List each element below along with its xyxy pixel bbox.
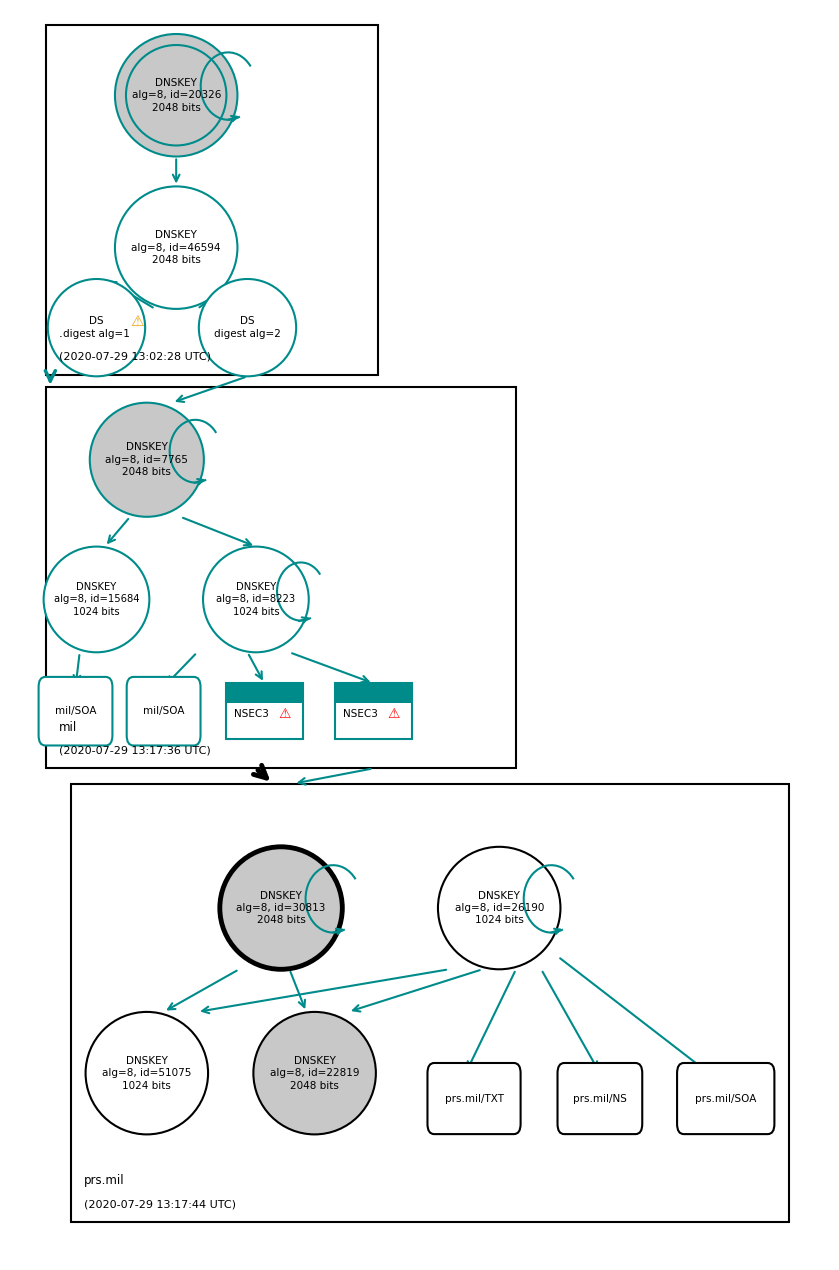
Text: (2020-07-29 13:17:36 UTC): (2020-07-29 13:17:36 UTC) [59, 745, 211, 756]
Text: (2020-07-29 13:17:44 UTC): (2020-07-29 13:17:44 UTC) [84, 1199, 236, 1209]
Text: .: . [59, 328, 62, 340]
Text: ⚠: ⚠ [130, 314, 143, 329]
Text: DNSKEY
alg=8, id=8223
1024 bits: DNSKEY alg=8, id=8223 1024 bits [216, 582, 295, 617]
Text: NSEC3: NSEC3 [343, 709, 378, 719]
Bar [46, 387, 516, 768]
FancyBboxPatch shape [335, 683, 412, 702]
Text: prs.mil/TXT: prs.mil/TXT [445, 1093, 503, 1104]
FancyBboxPatch shape [127, 677, 201, 745]
Text: (2020-07-29 13:02:28 UTC): (2020-07-29 13:02:28 UTC) [59, 352, 211, 362]
FancyBboxPatch shape [226, 683, 303, 739]
Text: DNSKEY
alg=8, id=51075
1024 bits: DNSKEY alg=8, id=51075 1024 bits [102, 1055, 191, 1091]
Text: ⚠: ⚠ [388, 707, 399, 721]
FancyBboxPatch shape [427, 1063, 520, 1134]
Text: prs.mil/NS: prs.mil/NS [573, 1093, 627, 1104]
Text: DNSKEY
alg=8, id=46594
2048 bits: DNSKEY alg=8, id=46594 2048 bits [132, 230, 221, 265]
Text: DNSKEY
alg=8, id=30813
2048 bits: DNSKEY alg=8, id=30813 2048 bits [237, 890, 326, 926]
Text: DS
digest alg=2: DS digest alg=2 [214, 316, 281, 339]
Ellipse shape [203, 546, 309, 653]
Ellipse shape [220, 847, 342, 969]
Ellipse shape [90, 403, 204, 517]
Ellipse shape [44, 546, 149, 653]
Text: DNSKEY
alg=8, id=22819
2048 bits: DNSKEY alg=8, id=22819 2048 bits [270, 1055, 359, 1091]
Text: DS
digest alg=1: DS digest alg=1 [63, 316, 130, 339]
Text: prs.mil: prs.mil [84, 1175, 124, 1187]
Ellipse shape [199, 279, 296, 376]
Bar [46, 25, 378, 375]
FancyBboxPatch shape [335, 683, 412, 739]
Text: DNSKEY
alg=8, id=20326
2048 bits: DNSKEY alg=8, id=20326 2048 bits [132, 77, 221, 113]
Text: prs.mil/SOA: prs.mil/SOA [695, 1093, 757, 1104]
Text: mil/SOA: mil/SOA [143, 706, 185, 716]
Ellipse shape [86, 1012, 208, 1134]
FancyBboxPatch shape [226, 683, 303, 702]
FancyBboxPatch shape [557, 1063, 643, 1134]
Text: DNSKEY
alg=8, id=26190
1024 bits: DNSKEY alg=8, id=26190 1024 bits [455, 890, 544, 926]
Text: mil/SOA: mil/SOA [55, 706, 96, 716]
FancyBboxPatch shape [39, 677, 112, 745]
Ellipse shape [115, 187, 237, 309]
Text: DNSKEY
alg=8, id=15684
1024 bits: DNSKEY alg=8, id=15684 1024 bits [54, 582, 139, 617]
Ellipse shape [253, 1012, 376, 1134]
FancyBboxPatch shape [677, 1063, 774, 1134]
Text: NSEC3: NSEC3 [234, 709, 269, 719]
Text: ⚠: ⚠ [279, 707, 290, 721]
Ellipse shape [115, 34, 237, 156]
Ellipse shape [438, 847, 560, 969]
Bar [71, 784, 789, 1222]
Text: mil: mil [59, 721, 77, 734]
Text: DNSKEY
alg=8, id=7765
2048 bits: DNSKEY alg=8, id=7765 2048 bits [106, 442, 188, 478]
Ellipse shape [48, 279, 145, 376]
